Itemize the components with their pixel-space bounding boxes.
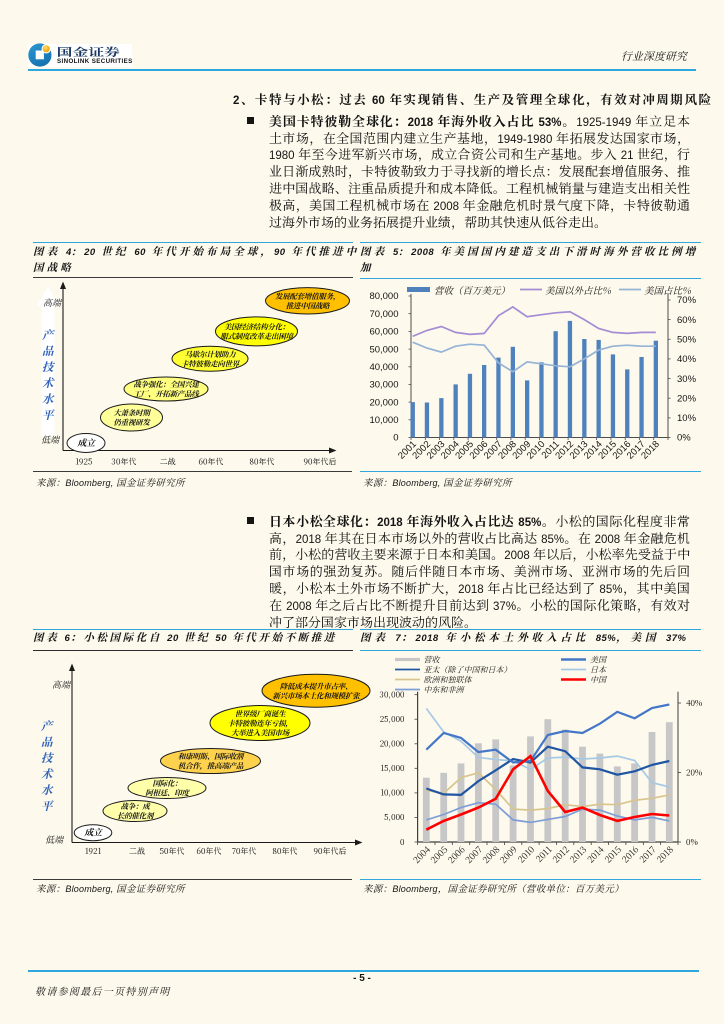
svg-text:品: 品	[41, 734, 53, 750]
svg-text:发展配套增值服务，: 发展配套增值服务，	[275, 291, 340, 302]
svg-text:60,000: 60,000	[369, 327, 398, 338]
svg-text:战争：成: 战争：成	[121, 801, 152, 812]
svg-text:美国经济结构分化：: 美国经济结构分化：	[224, 322, 289, 333]
svg-text:50,000: 50,000	[369, 344, 398, 355]
svg-text:50年代: 50年代	[160, 846, 185, 857]
svg-text:二战: 二战	[160, 457, 177, 468]
svg-text:阿根廷、印度: 阿根廷、印度	[145, 788, 190, 799]
svg-text:马歇尔计划助力: 马歇尔计划助力	[185, 349, 236, 360]
svg-text:30%: 30%	[677, 374, 697, 385]
svg-text:美国占比%: 美国占比%	[644, 283, 692, 297]
svg-text:10,000: 10,000	[380, 788, 404, 799]
svg-text:大举进入美国市场: 大举进入美国市场	[231, 727, 291, 738]
svg-text:70年代: 70年代	[232, 846, 257, 857]
svg-text:0%: 0%	[686, 837, 698, 848]
svg-text:0%: 0%	[677, 433, 691, 444]
svg-text:大萧条时期: 大萧条时期	[113, 408, 151, 419]
svg-text:20%: 20%	[677, 393, 697, 404]
svg-text:机合作，推高端产品: 机合作，推高端产品	[178, 761, 244, 772]
svg-text:90年代后: 90年代后	[304, 457, 337, 468]
svg-text:亚太（除了中国和日本）: 亚太（除了中国和日本）	[424, 664, 512, 675]
svg-text:技: 技	[42, 359, 56, 375]
svg-text:平: 平	[41, 798, 54, 814]
svg-text:卡特彼勒连年亏损，: 卡特彼勒连年亏损，	[227, 718, 292, 729]
svg-text:仍重视研发: 仍重视研发	[113, 417, 151, 428]
svg-text:0: 0	[393, 433, 398, 444]
svg-text:美国以外占比%: 美国以外占比%	[545, 283, 612, 297]
svg-text:高端: 高端	[43, 298, 63, 308]
svg-text:25,000: 25,000	[380, 714, 405, 725]
svg-text:50%: 50%	[677, 335, 697, 346]
svg-text:长的催化剂: 长的催化剂	[117, 811, 155, 822]
svg-text:5,000: 5,000	[384, 812, 404, 823]
svg-text:和康明斯、国际收割: 和康明斯、国际收割	[178, 751, 245, 762]
svg-text:40%: 40%	[686, 698, 702, 709]
svg-text:20%: 20%	[686, 767, 702, 778]
svg-text:新兴市场本土化和规模扩张: 新兴市场本土化和规模扩张	[273, 690, 362, 701]
svg-text:60%: 60%	[677, 315, 697, 326]
svg-text:营收（百万美元）: 营收（百万美元）	[434, 283, 510, 297]
svg-text:二战: 二战	[129, 846, 146, 857]
svg-text:术: 术	[41, 766, 54, 782]
svg-text:2018: 2018	[653, 843, 676, 866]
svg-text:营收: 营收	[424, 655, 441, 665]
svg-text:成立: 成立	[83, 826, 103, 839]
svg-text:90年代后: 90年代后	[314, 846, 347, 857]
svg-text:中国: 中国	[590, 674, 608, 685]
svg-text:国际化：: 国际化：	[153, 778, 182, 789]
svg-text:10%: 10%	[677, 413, 697, 424]
svg-text:低端: 低端	[41, 435, 61, 445]
svg-text:日本: 日本	[590, 664, 607, 675]
svg-text:60年代: 60年代	[197, 846, 222, 857]
svg-text:70,000: 70,000	[369, 309, 398, 320]
svg-text:战争强化：全国兴建: 战争强化：全国兴建	[133, 379, 200, 390]
svg-text:术: 术	[42, 375, 55, 391]
svg-text:60年代: 60年代	[199, 457, 224, 468]
svg-text:低端: 低端	[45, 835, 65, 845]
svg-text:工厂、开拓新产品线: 工厂、开拓新产品线	[133, 389, 200, 400]
svg-text:高端: 高端	[52, 680, 72, 690]
svg-text:平: 平	[42, 407, 55, 423]
svg-text:1921: 1921	[85, 846, 102, 857]
svg-text:技: 技	[41, 750, 55, 766]
svg-text:80年代: 80年代	[273, 846, 298, 857]
svg-text:卡特彼勒走向世界: 卡特彼勒走向世界	[181, 358, 241, 369]
svg-text:产: 产	[41, 718, 55, 734]
svg-text:30,000: 30,000	[369, 380, 398, 391]
svg-text:0: 0	[400, 837, 404, 848]
svg-text:30年代: 30年代	[112, 457, 137, 468]
svg-text:20,000: 20,000	[380, 739, 405, 750]
svg-text:水: 水	[41, 782, 54, 798]
svg-text:成立: 成立	[76, 436, 96, 449]
svg-text:40%: 40%	[677, 354, 697, 365]
svg-text:美国: 美国	[590, 655, 608, 665]
svg-text:30,000: 30,000	[380, 690, 405, 701]
svg-text:20,000: 20,000	[369, 397, 398, 408]
svg-text:品: 品	[42, 343, 54, 359]
svg-text:水: 水	[42, 391, 55, 407]
svg-text:80年代: 80年代	[250, 457, 275, 468]
svg-text:推进中国战略: 推进中国战略	[286, 300, 331, 311]
svg-text:世界级厂商诞生: 世界级厂商诞生	[235, 709, 286, 720]
svg-text:中东和非洲: 中东和非洲	[424, 684, 466, 695]
svg-text:服式制度改革走出困境: 服式制度改革走出困境	[220, 331, 294, 342]
svg-text:40,000: 40,000	[369, 362, 398, 373]
svg-text:1925: 1925	[75, 457, 92, 468]
svg-text:15,000: 15,000	[380, 763, 404, 774]
svg-text:降低成本提升市占率、: 降低成本提升市占率、	[280, 681, 353, 692]
svg-text:产: 产	[42, 327, 56, 343]
svg-text:70%: 70%	[677, 295, 697, 306]
svg-text:80,000: 80,000	[369, 291, 398, 302]
svg-text:欧洲和独联体: 欧洲和独联体	[424, 674, 473, 685]
svg-text:10,000: 10,000	[369, 415, 398, 426]
